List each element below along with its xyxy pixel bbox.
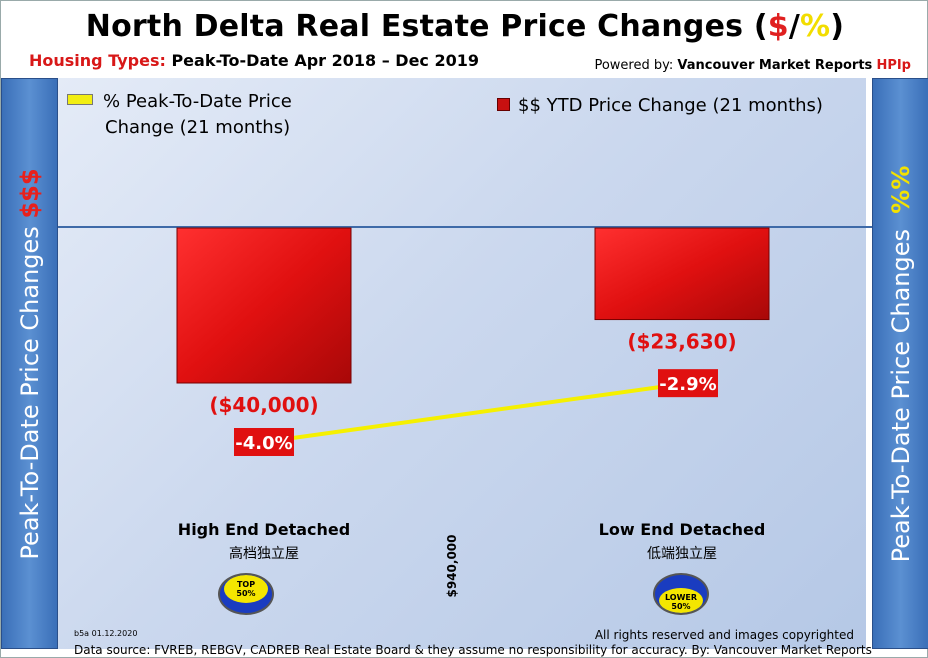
powered-by: Powered by: Vancouver Market Reports HPI… (594, 58, 911, 73)
category-name-zh: 高档独立屋 (229, 546, 299, 562)
bar-low-end (594, 227, 770, 321)
category-label-high-end: High End Detached 高档独立屋 (134, 520, 394, 563)
legend-item-pct: % Peak-To-Date Price Change (21 months) (67, 89, 327, 141)
legend-swatch-line (67, 94, 93, 105)
category-name-zh: 低端独立屋 (647, 546, 717, 562)
chart-title: North Delta Real Estate Price Changes ($… (85, 9, 845, 44)
version-stamp: b5a 01.12.2020 (74, 629, 138, 638)
lower-50-badge: LOWER 50% (653, 573, 709, 615)
svg-text:-4.0%: -4.0% (235, 433, 292, 454)
chart-subtitle: Housing Types: Peak-To-Date Apr 2018 – D… (29, 51, 480, 70)
svg-text:-2.9%: -2.9% (659, 374, 716, 395)
top-50-badge: TOP 50% (218, 573, 274, 615)
copyright-note: All rights reserved and images copyright… (594, 628, 854, 642)
right-axis-banner: Peak-To-Date Price Changes %% (872, 78, 928, 649)
pct-series-line (263, 381, 689, 444)
pct-data-label: -2.9% (658, 369, 718, 398)
pct-data-label: -4.0% (234, 428, 294, 456)
legend-label-pct-1: % Peak-To-Date Price (103, 91, 292, 112)
legend-label-usd: $$ YTD Price Change (21 months) (518, 95, 823, 116)
data-source-note: Data source: FVREB, REBGV, CADREB Real E… (74, 643, 872, 657)
bar-value-label: ($40,000) (209, 393, 318, 417)
price-threshold-label: $940,000 (445, 534, 459, 598)
category-name: High End Detached (177, 520, 351, 539)
category-label-low-end: Low End Detached 低端独立屋 (552, 520, 812, 563)
left-axis-banner: Peak-To-Date Price Changes $$$ (1, 78, 58, 649)
legend-item-usd: $$ YTD Price Change (21 months) (497, 93, 857, 119)
category-name: Low End Detached (598, 520, 766, 539)
bar-value-label: ($23,630) (627, 330, 736, 354)
legend-label-pct-2: Change (21 months) (105, 117, 291, 138)
legend-swatch-bar (497, 98, 510, 111)
bar-high-end (176, 227, 352, 384)
